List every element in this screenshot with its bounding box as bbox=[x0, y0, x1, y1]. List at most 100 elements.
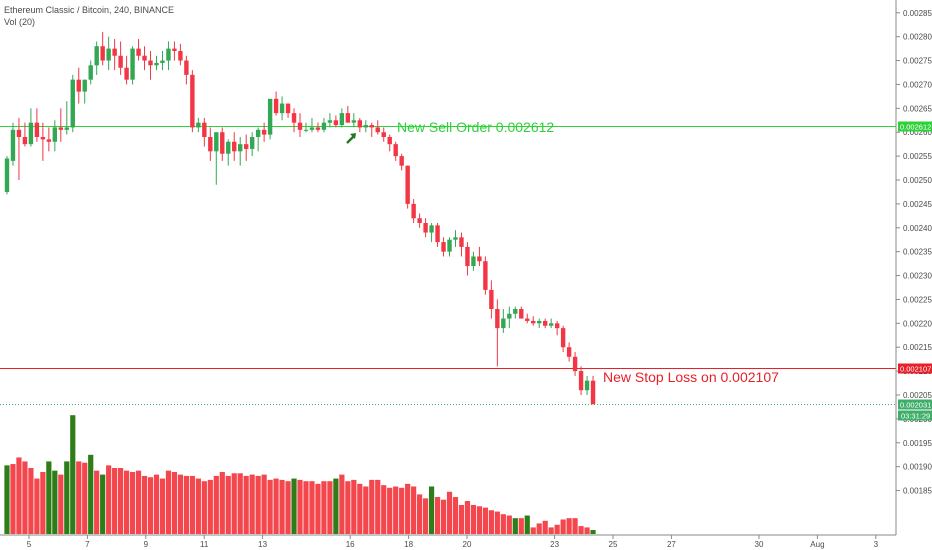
candle-body bbox=[578, 371, 584, 391]
volume-bar bbox=[279, 479, 285, 534]
candle-body bbox=[208, 137, 213, 152]
volume-bar bbox=[261, 474, 267, 534]
candle-body bbox=[519, 309, 524, 319]
stop-price-label: 0.002107 bbox=[900, 365, 931, 374]
candle-body bbox=[525, 318, 530, 321]
volume-bar bbox=[387, 487, 393, 534]
x-tick-label: 27 bbox=[667, 540, 676, 549]
candle-body bbox=[495, 309, 500, 329]
candle-body bbox=[477, 256, 482, 262]
volume-bar bbox=[153, 474, 160, 534]
candle-body bbox=[542, 320, 548, 326]
volume-bar bbox=[446, 491, 453, 534]
candle-body bbox=[537, 320, 542, 324]
volume-bar bbox=[524, 515, 530, 534]
volume-bar bbox=[159, 478, 166, 534]
candle-body bbox=[321, 122, 327, 130]
volume-bar bbox=[351, 479, 357, 534]
volume-bar bbox=[560, 519, 566, 534]
countdown-label: 03:31:29 bbox=[901, 412, 930, 421]
volume-bar bbox=[123, 470, 130, 534]
candle-body bbox=[249, 137, 255, 149]
volume-bar bbox=[243, 475, 249, 534]
volume-bar bbox=[129, 471, 136, 534]
x-tick-label: 20 bbox=[463, 540, 472, 549]
volume-bar bbox=[315, 483, 321, 534]
volume-bar bbox=[536, 523, 542, 534]
candle-body bbox=[411, 203, 416, 219]
candle-body bbox=[333, 120, 339, 126]
candle-body bbox=[202, 122, 207, 137]
candle-body bbox=[339, 113, 345, 126]
volume-bar bbox=[458, 504, 465, 534]
volume-bar bbox=[578, 526, 584, 534]
candle-body bbox=[471, 256, 476, 266]
candle-body bbox=[184, 60, 189, 75]
volume-bar bbox=[213, 475, 219, 534]
candle-body bbox=[285, 103, 291, 114]
candle-body bbox=[357, 120, 363, 128]
volume-bar bbox=[189, 475, 195, 534]
candle-body bbox=[453, 237, 458, 240]
volume-bar bbox=[381, 485, 387, 534]
candle-body bbox=[238, 144, 243, 152]
volume-bar bbox=[452, 497, 459, 534]
x-tick-label: 7 bbox=[85, 540, 90, 549]
candle-body bbox=[297, 122, 303, 130]
volume-bar bbox=[405, 483, 411, 534]
x-tick-label: 30 bbox=[755, 540, 764, 549]
candle-body bbox=[405, 165, 410, 204]
volume-bar bbox=[393, 486, 399, 534]
volume-bar bbox=[345, 481, 351, 534]
volume-bar bbox=[16, 457, 22, 534]
volume-bar bbox=[554, 524, 560, 534]
last-price-label: 0.002031 bbox=[900, 401, 931, 410]
candle-body bbox=[88, 65, 93, 80]
candle-body bbox=[572, 356, 578, 372]
volume-bar bbox=[309, 481, 315, 534]
candle-body bbox=[255, 129, 261, 137]
candle-body bbox=[142, 55, 147, 61]
volume-bar bbox=[333, 478, 339, 534]
volume-bar bbox=[64, 461, 70, 534]
volume-bar bbox=[363, 486, 369, 534]
candle-body bbox=[220, 132, 225, 154]
candle-body bbox=[52, 127, 58, 142]
candle-body bbox=[64, 127, 69, 130]
candles-layer bbox=[4, 31, 596, 405]
candle-body bbox=[267, 98, 273, 135]
candle-body bbox=[136, 48, 141, 56]
x-tick-label: 25 bbox=[609, 540, 618, 549]
volume-bar bbox=[4, 465, 10, 534]
candle-body bbox=[303, 129, 309, 131]
volume-bar bbox=[339, 474, 345, 534]
candle-body bbox=[447, 239, 452, 252]
volume-bar bbox=[249, 474, 255, 534]
volume-bar bbox=[22, 461, 28, 534]
x-tick-label: 9 bbox=[144, 540, 149, 549]
candle-body bbox=[381, 132, 386, 137]
candle-body bbox=[387, 137, 392, 145]
volume-bar bbox=[440, 499, 447, 534]
candle-body bbox=[76, 79, 81, 92]
volume-bar bbox=[530, 527, 536, 534]
volume-bar bbox=[70, 415, 76, 534]
sell-price-label: 0.002612 bbox=[900, 123, 931, 132]
candle-body bbox=[507, 313, 512, 319]
volume-bar bbox=[195, 478, 201, 534]
candle-body bbox=[10, 129, 16, 161]
volume-bar bbox=[512, 518, 518, 534]
candle-body bbox=[226, 141, 231, 154]
volume-bar bbox=[88, 454, 94, 534]
candle-body bbox=[489, 289, 494, 309]
